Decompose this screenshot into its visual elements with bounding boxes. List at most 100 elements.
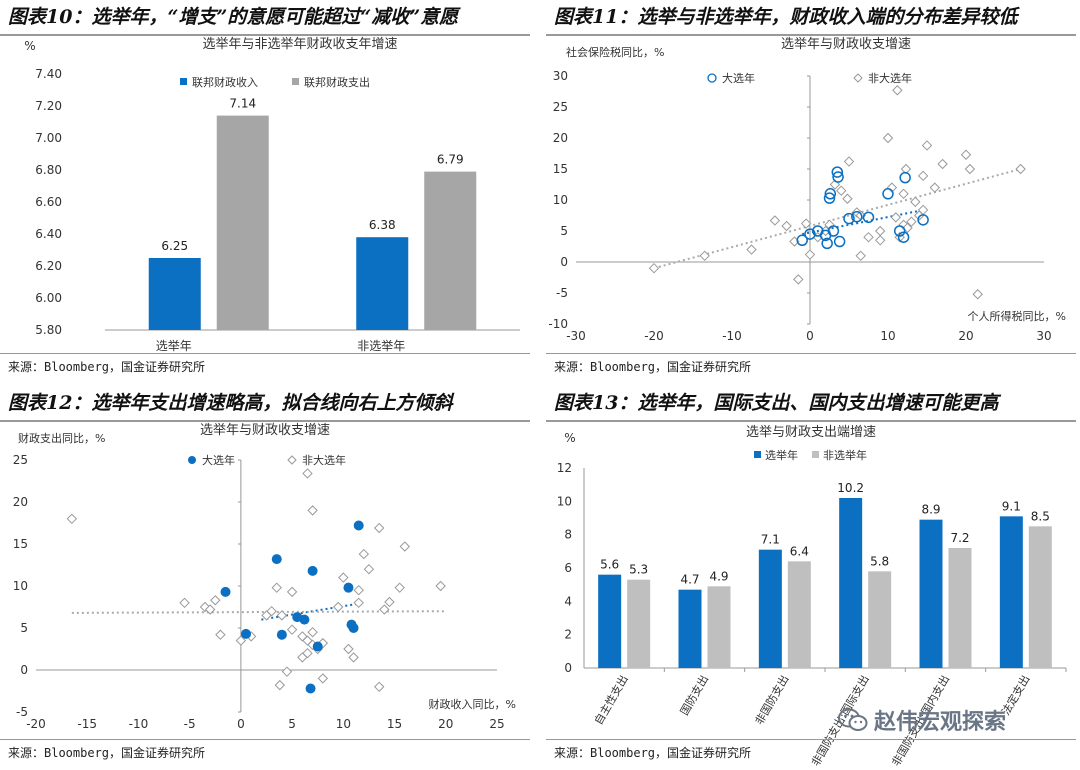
chart-p11: 选举年与财政收支增速社会保险税同比，%-10-5051015202530-30-…: [548, 37, 1066, 343]
point-election: [299, 614, 310, 625]
point-non-election: [235, 635, 247, 646]
y-axis-label: 财政支出同比，%: [18, 431, 105, 445]
bar-election-year: [839, 498, 863, 668]
legend-marker: [707, 73, 717, 83]
point-non-election: [746, 244, 757, 255]
panel-figure-13: 图表13：选举年，国际支出、国内支出增速可能更高 选举与财政支出端增速% 0 2 4 6…: [546, 386, 1076, 770]
point-non-election: [769, 215, 781, 226]
point-non-election: [835, 185, 847, 196]
panel-figure-12: 图表12：选举年支出增速略高，拟合线向右上方倾斜 选举年与财政收支增速财政支出同…: [0, 386, 530, 770]
point-non-election: [286, 624, 298, 635]
wechat-icon: [838, 708, 868, 731]
point-election: [353, 520, 364, 531]
watermark: 赵伟宏观探索: [838, 700, 1068, 740]
point-non-election: [358, 548, 370, 560]
trend-line-non-election: [653, 168, 1021, 270]
point-non-election: [699, 250, 710, 262]
point-non-election: [373, 681, 385, 693]
y-tick-label: 7.20: [35, 99, 62, 113]
point-election: [862, 211, 875, 224]
bar-value-label: 6.4: [790, 544, 809, 558]
legend-label: 大选年: [722, 71, 755, 85]
point-election: [897, 231, 910, 243]
y-tick-label: 0: [560, 255, 568, 269]
figure-title: 图表12：选举年支出增速略高，拟合线向右上方倾斜: [8, 392, 453, 414]
point-non-election: [843, 156, 855, 167]
x-tick-label: 20: [958, 329, 973, 343]
y-tick-label: 8: [564, 528, 572, 542]
x-tick-label: -5: [184, 717, 196, 731]
bar-election-year: [999, 516, 1023, 668]
panel-figure-10: 图表10：选举年，“增支”的意愿可能超过“减收”意愿 选举年与非选举年财政收支年…: [0, 0, 530, 384]
point-non-election: [793, 274, 804, 285]
point-non-election: [1015, 163, 1026, 175]
legend-swatch: [292, 78, 299, 85]
source-note: 来源：Bloomberg，国金证券研究所: [554, 360, 752, 374]
bar-non-election-year: [627, 579, 651, 668]
y-axis-label: 社会保险税同比，%: [566, 45, 664, 59]
source-divider: [0, 739, 530, 740]
point-non-election: [266, 605, 277, 617]
bar-value-label: 4.7: [680, 573, 699, 587]
point-non-election: [179, 597, 190, 609]
point-election: [305, 683, 316, 694]
legend-label: 非大选年: [302, 453, 346, 467]
point-non-election: [210, 595, 221, 606]
y-tick-label: 20: [553, 131, 568, 145]
legend-label: 联邦财政收入: [192, 75, 258, 89]
point-election: [312, 641, 323, 652]
bar-non-election-year: [948, 548, 972, 668]
point-non-election: [317, 673, 329, 684]
bar-value-label: 4.9: [709, 569, 728, 583]
legend-label: 选举年: [765, 448, 798, 462]
panel-figure-11: 图表11：选举与非选举年，财政收入端的分布差异较低 选举年与财政收支增速 社会保险…: [546, 0, 1076, 384]
point-non-election: [353, 584, 364, 596]
point-non-election: [338, 572, 349, 583]
point-election: [893, 225, 906, 237]
y-tick-label: 4: [564, 594, 572, 608]
y-tick-label: 30: [553, 69, 568, 83]
bar-non-election-year: [707, 586, 731, 668]
bar-value-label: 6.38: [369, 218, 396, 232]
point-non-election: [394, 582, 405, 593]
point-election: [276, 629, 287, 640]
source-note: 来源：Bloomberg，国金证券研究所: [554, 746, 752, 760]
point-non-election: [842, 193, 853, 204]
legend-marker: [287, 455, 297, 465]
title-divider: [546, 34, 1076, 36]
point-election: [220, 586, 231, 597]
bar-non-election-year: [868, 571, 892, 668]
bar-value-label: 7.1: [761, 533, 780, 547]
point-non-election: [972, 289, 983, 300]
point-non-election: [898, 188, 909, 200]
point-non-election: [882, 132, 894, 144]
point-non-election: [302, 647, 313, 659]
y-tick-label: 25: [13, 453, 28, 467]
point-non-election: [274, 679, 286, 691]
x-axis-label: 财政收入同比，%: [429, 697, 516, 711]
y-tick-label: -5: [556, 286, 568, 300]
bar-value-label: 8.5: [1031, 509, 1050, 523]
point-non-election: [964, 163, 976, 175]
x-tick-label: 20: [438, 717, 453, 731]
source-note: 来源：Bloomberg，国金证券研究所: [8, 746, 206, 760]
chart-title: 选举年与财政收支增速: [200, 423, 330, 438]
point-non-election: [648, 262, 660, 274]
point-non-election: [910, 196, 921, 208]
point-election: [241, 628, 252, 639]
y-tick-label: 5.80: [35, 323, 62, 337]
source-divider: [546, 739, 1076, 740]
bar-non-election-year: [1028, 526, 1052, 668]
point-election: [824, 188, 837, 200]
y-tick-label: 6.40: [35, 227, 62, 241]
point-election: [796, 234, 808, 247]
point-election: [271, 554, 282, 565]
point-non-election: [906, 216, 917, 227]
point-election: [851, 210, 863, 223]
point-non-election: [302, 468, 313, 479]
x-axis-label: 个人所得税同比，%: [968, 309, 1066, 323]
point-non-election: [333, 601, 344, 613]
point-election: [833, 235, 846, 248]
y-tick-label: 7.00: [35, 131, 62, 145]
y-tick-label: 0: [20, 663, 28, 677]
